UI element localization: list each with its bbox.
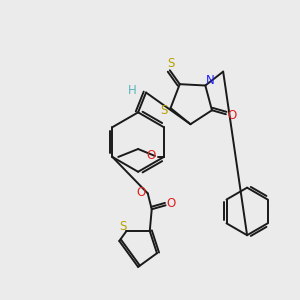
Text: O: O xyxy=(227,109,236,122)
Text: N: N xyxy=(206,74,215,87)
Text: S: S xyxy=(119,220,126,232)
Text: O: O xyxy=(136,186,146,199)
Text: O: O xyxy=(146,149,156,162)
Text: O: O xyxy=(166,197,175,210)
Text: S: S xyxy=(167,57,175,70)
Text: H: H xyxy=(128,84,136,97)
Text: S: S xyxy=(160,103,167,117)
